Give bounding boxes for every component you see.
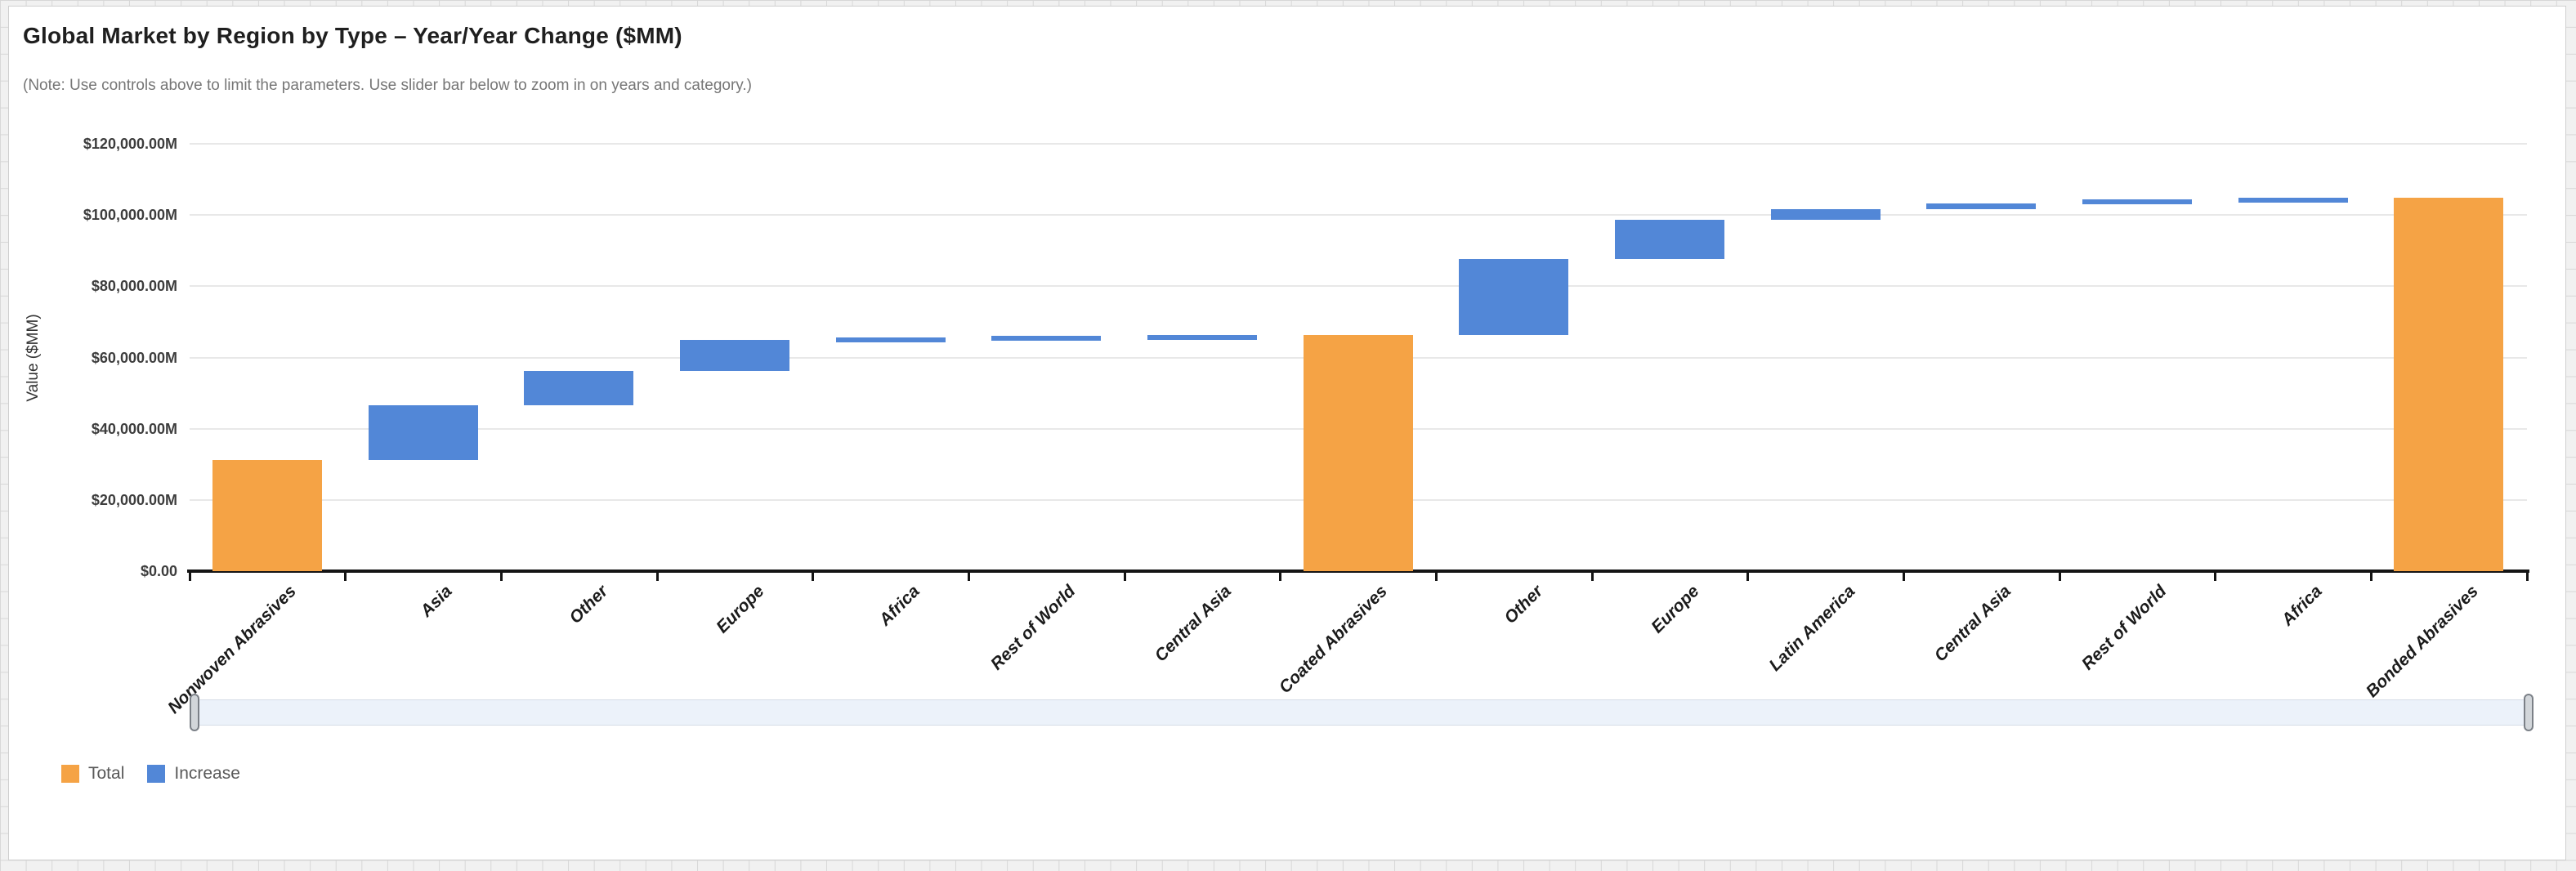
- y-axis-tick-label: $80,000.00M: [91, 278, 177, 295]
- x-axis-label-europe: Europe: [712, 582, 768, 637]
- x-axis-label-other: Other: [566, 582, 612, 628]
- x-axis-label-coated-abrasives: Coated Abrasives: [1275, 582, 1391, 698]
- x-axis-tick: [1902, 573, 1905, 581]
- bar-europe[interactable]: [1614, 220, 1724, 260]
- waterfall-plot-area: $0.00 $20,000.00M $40,000.00M $60,000.00M $8…: [9, 7, 2565, 860]
- gridline-100000: [189, 214, 2527, 217]
- x-axis-tick: [968, 573, 970, 581]
- x-axis-label-europe: Europe: [1647, 582, 1703, 637]
- x-axis-label-africa: Africa: [2278, 582, 2326, 630]
- x-axis-line: [186, 570, 2529, 573]
- x-axis-label-bonded-abrasives: Bonded Abrasives: [2362, 582, 2482, 702]
- bar-africa[interactable]: [2238, 197, 2348, 203]
- x-axis-tick: [655, 573, 659, 581]
- x-axis-tick: [1123, 573, 1126, 581]
- y-axis-tick-label: $100,000.00M: [83, 207, 177, 224]
- bar-bonded-abrasives[interactable]: [2394, 197, 2504, 571]
- legend-label-total: Total: [88, 764, 125, 783]
- x-axis-tick: [1434, 573, 1438, 581]
- x-axis-tick: [2369, 573, 2373, 581]
- legend-item-total[interactable]: Total: [61, 764, 124, 784]
- chart-legend: Total Increase: [61, 764, 240, 784]
- x-axis-label-rest-of-world: Rest of World: [987, 582, 1080, 674]
- x-axis-label-nonwoven-abrasives: Nonwoven Abrasives: [164, 582, 301, 717]
- bar-central-asia[interactable]: [1147, 335, 1257, 341]
- bar-europe[interactable]: [680, 339, 789, 371]
- x-axis-label-asia: Asia: [417, 582, 456, 621]
- bar-other[interactable]: [524, 370, 634, 405]
- x-axis-label-latin-america: Latin America: [1764, 582, 1858, 675]
- gridline-80000: [189, 285, 2527, 288]
- gridline-120000: [189, 143, 2527, 145]
- bar-latin-america[interactable]: [1770, 208, 1881, 221]
- bar-central-asia[interactable]: [1926, 203, 2037, 209]
- bar-nonwoven-abrasives[interactable]: [212, 460, 323, 571]
- x-axis-tick: [2214, 573, 2217, 581]
- x-axis-tick: [1746, 573, 1750, 581]
- y-axis-tick-label: $0.00: [140, 563, 177, 579]
- x-axis-tick: [2058, 573, 2061, 581]
- x-axis-label-other: Other: [1500, 582, 1547, 628]
- x-axis-tick: [1279, 573, 1282, 581]
- bar-africa[interactable]: [835, 337, 946, 342]
- x-axis-tick: [1590, 573, 1594, 581]
- total-swatch-icon: [61, 765, 79, 783]
- zoom-slider-left-handle[interactable]: [190, 694, 199, 731]
- bar-rest-of-world[interactable]: [991, 335, 1102, 341]
- zoom-slider-right-handle[interactable]: [2524, 694, 2534, 731]
- x-axis-tick: [2525, 573, 2529, 581]
- x-axis-label-africa: Africa: [875, 582, 924, 630]
- y-axis-tick-label: $40,000.00M: [91, 420, 177, 437]
- x-axis-tick: [188, 573, 191, 581]
- x-axis-tick: [344, 573, 347, 581]
- zoom-slider-track[interactable]: [194, 699, 2528, 726]
- legend-label-increase: Increase: [174, 764, 240, 783]
- x-axis-tick: [500, 573, 503, 581]
- bar-asia[interactable]: [368, 404, 478, 460]
- x-axis-label-rest-of-world: Rest of World: [2077, 582, 2171, 674]
- y-axis-tick-label: $60,000.00M: [91, 349, 177, 366]
- y-axis-tick-label: $120,000.00M: [83, 136, 177, 152]
- chart-title: Global Market by Region by Type – Year/Y…: [23, 23, 682, 48]
- legend-item-increase[interactable]: Increase: [147, 764, 240, 784]
- x-axis-tick: [812, 573, 815, 581]
- x-axis-label-central-asia: Central Asia: [1151, 582, 1236, 666]
- chart-card: Global Market by Region by Type – Year/Y…: [8, 6, 2566, 860]
- x-axis-label-central-asia: Central Asia: [1930, 582, 2015, 666]
- y-axis-tick-label: $20,000.00M: [91, 491, 177, 508]
- increase-swatch-icon: [147, 765, 166, 783]
- bar-other[interactable]: [1459, 259, 1569, 336]
- bar-coated-abrasives[interactable]: [1303, 335, 1413, 571]
- bar-rest-of-world[interactable]: [2082, 199, 2192, 204]
- chart-note: (Note: Use controls above to limit the p…: [23, 77, 752, 94]
